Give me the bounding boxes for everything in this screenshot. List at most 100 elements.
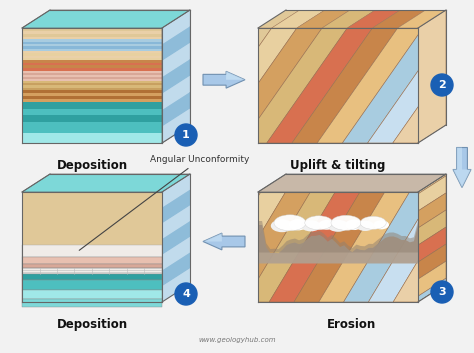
Polygon shape — [418, 193, 446, 228]
Polygon shape — [22, 88, 162, 90]
Polygon shape — [162, 59, 190, 94]
Polygon shape — [347, 10, 401, 28]
Text: 4: 4 — [182, 289, 190, 299]
Polygon shape — [162, 26, 190, 61]
Polygon shape — [22, 268, 162, 274]
Polygon shape — [22, 99, 162, 102]
Polygon shape — [162, 43, 190, 77]
Polygon shape — [170, 192, 261, 302]
Ellipse shape — [356, 221, 374, 231]
Polygon shape — [22, 73, 162, 75]
Polygon shape — [368, 192, 459, 302]
Text: 1: 1 — [182, 130, 190, 140]
Text: www.geologyhub.com: www.geologyhub.com — [198, 337, 276, 343]
Polygon shape — [162, 252, 190, 286]
Polygon shape — [22, 90, 162, 102]
Polygon shape — [418, 10, 446, 143]
Polygon shape — [269, 192, 360, 302]
Polygon shape — [297, 10, 350, 28]
Ellipse shape — [301, 220, 320, 232]
Polygon shape — [219, 192, 310, 302]
Polygon shape — [294, 192, 385, 302]
Circle shape — [431, 74, 453, 96]
Polygon shape — [22, 174, 190, 192]
Polygon shape — [22, 93, 162, 96]
Polygon shape — [22, 264, 162, 268]
Polygon shape — [162, 109, 190, 143]
Polygon shape — [246, 10, 300, 28]
Polygon shape — [368, 28, 474, 143]
Polygon shape — [22, 28, 162, 40]
Polygon shape — [373, 10, 426, 28]
Polygon shape — [22, 83, 162, 85]
Polygon shape — [418, 284, 446, 302]
Polygon shape — [22, 299, 162, 306]
Ellipse shape — [331, 215, 361, 230]
Polygon shape — [22, 42, 162, 44]
Polygon shape — [22, 290, 162, 299]
Polygon shape — [217, 28, 322, 143]
Polygon shape — [22, 51, 162, 60]
Polygon shape — [418, 10, 446, 143]
Polygon shape — [162, 268, 190, 302]
Polygon shape — [418, 74, 446, 110]
Polygon shape — [418, 10, 446, 38]
Polygon shape — [418, 261, 446, 296]
Polygon shape — [22, 192, 162, 302]
Polygon shape — [162, 174, 190, 302]
Polygon shape — [418, 38, 446, 74]
Ellipse shape — [271, 220, 293, 232]
Polygon shape — [22, 60, 162, 71]
Polygon shape — [418, 227, 446, 262]
Polygon shape — [418, 10, 446, 143]
Polygon shape — [418, 210, 446, 245]
Polygon shape — [113, 247, 187, 302]
Polygon shape — [22, 245, 162, 257]
Polygon shape — [317, 28, 423, 143]
Polygon shape — [162, 92, 190, 127]
Polygon shape — [22, 71, 162, 81]
Polygon shape — [162, 10, 190, 143]
Polygon shape — [22, 122, 162, 143]
Polygon shape — [137, 247, 211, 302]
Text: 3: 3 — [438, 287, 446, 297]
Ellipse shape — [288, 219, 308, 231]
Polygon shape — [418, 10, 446, 143]
Circle shape — [175, 124, 197, 146]
Polygon shape — [418, 174, 446, 194]
Polygon shape — [0, 247, 65, 302]
Ellipse shape — [274, 215, 306, 231]
Ellipse shape — [360, 216, 386, 229]
Polygon shape — [40, 247, 114, 302]
Polygon shape — [22, 81, 162, 90]
Polygon shape — [22, 68, 162, 71]
Polygon shape — [203, 233, 245, 241]
Ellipse shape — [305, 216, 333, 230]
Text: Deposition: Deposition — [56, 159, 128, 172]
Polygon shape — [448, 10, 474, 28]
Polygon shape — [418, 110, 446, 143]
Polygon shape — [22, 53, 162, 56]
Polygon shape — [22, 274, 162, 280]
Polygon shape — [242, 28, 347, 143]
Polygon shape — [89, 247, 163, 302]
Polygon shape — [418, 278, 446, 302]
Polygon shape — [22, 257, 162, 264]
Text: Angular Unconformity: Angular Unconformity — [79, 155, 250, 250]
Polygon shape — [418, 92, 446, 128]
Polygon shape — [162, 237, 190, 270]
Polygon shape — [22, 40, 162, 51]
Polygon shape — [22, 46, 162, 49]
Text: 2: 2 — [438, 80, 446, 90]
Polygon shape — [22, 133, 162, 143]
Polygon shape — [344, 192, 434, 302]
Polygon shape — [418, 244, 446, 279]
Polygon shape — [418, 176, 446, 211]
Polygon shape — [319, 192, 410, 302]
Polygon shape — [272, 10, 325, 28]
Text: Uplift & tilting: Uplift & tilting — [290, 159, 386, 172]
Polygon shape — [0, 247, 41, 302]
Polygon shape — [258, 174, 446, 192]
Polygon shape — [423, 10, 474, 28]
Polygon shape — [162, 205, 190, 239]
